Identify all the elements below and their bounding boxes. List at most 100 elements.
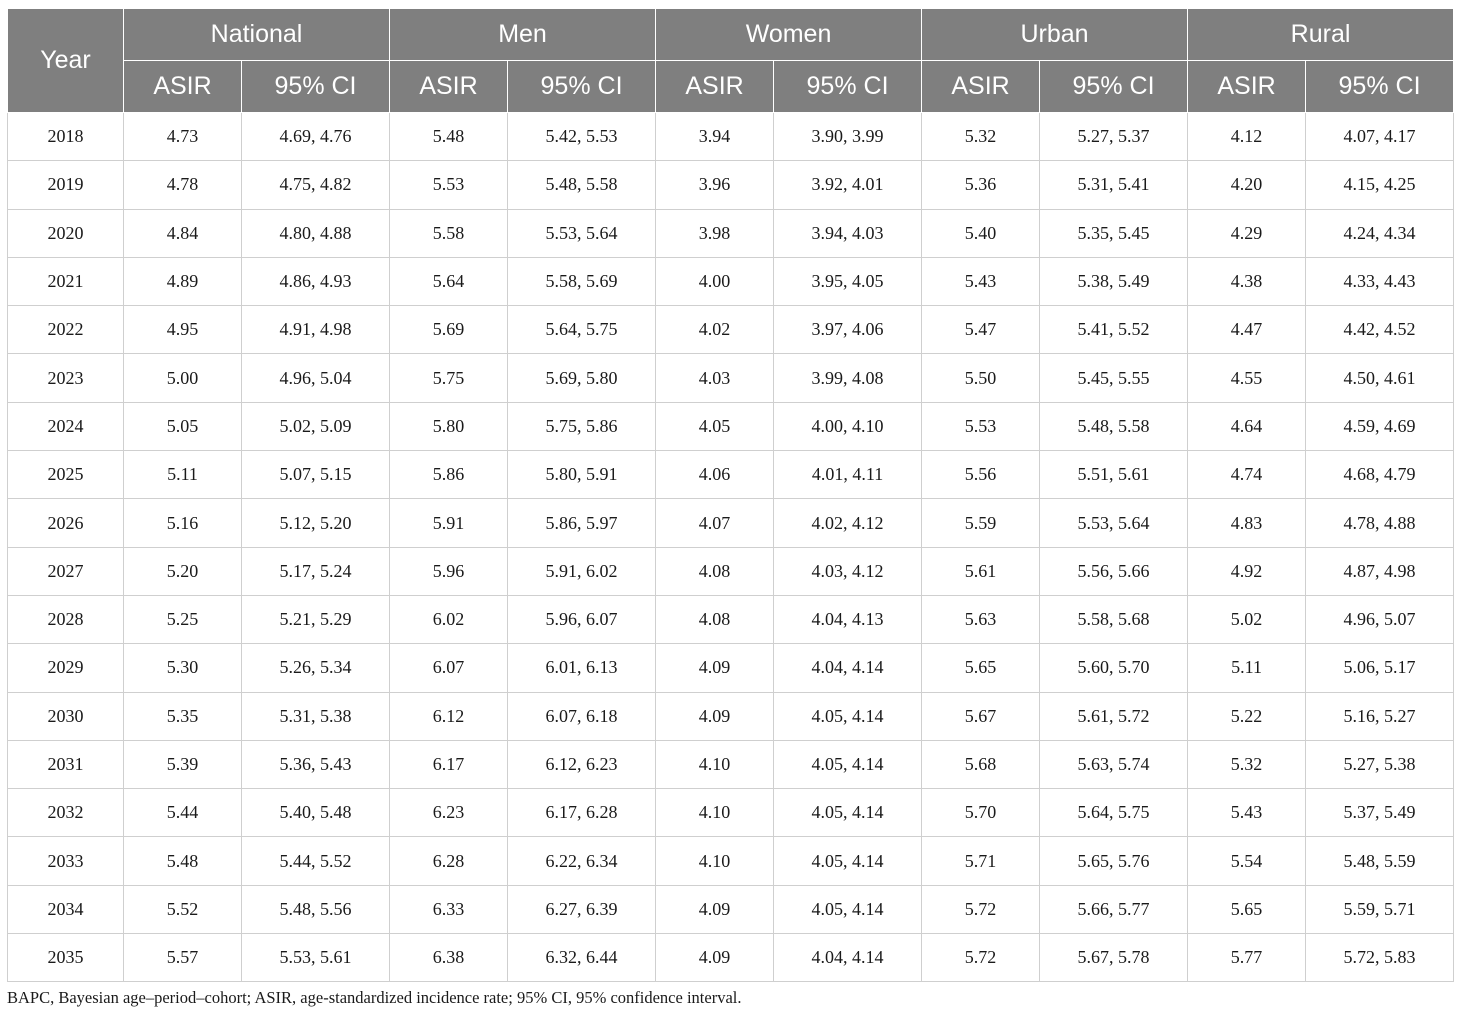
urban-ci-cell: 5.58, 5.68 (1039, 594, 1189, 645)
men-ci-cell: 5.86, 5.97 (507, 498, 657, 548)
urban-ci-cell: 5.31, 5.41 (1039, 160, 1189, 210)
table-row: 2025 5.11 5.07, 5.15 5.86 5.80, 5.91 4.06 4.01… (7, 450, 1455, 500)
rural-asir-cell: 5.54 (1187, 836, 1307, 886)
national-ci-cell: 5.31, 5.38 (240, 691, 391, 741)
urban-asir-cell: 5.72 (921, 884, 1041, 935)
men-asir-cell: 6.02 (389, 594, 509, 645)
national-ci-cell: 4.86, 4.93 (240, 256, 391, 307)
urban-ci-cell: 5.60, 5.70 (1039, 643, 1189, 693)
national-asir-cell: 5.39 (123, 739, 242, 790)
year-cell: 2023 (7, 353, 124, 403)
table-row: 2020 4.84 4.80, 4.88 5.58 5.53, 5.64 3.98 3.94… (7, 208, 1455, 258)
year-cell: 2018 (7, 111, 124, 162)
men-ci-cell: 5.75, 5.86 (507, 401, 657, 452)
year-cell: 2033 (7, 836, 124, 886)
men-ci-cell: 6.17, 6.28 (507, 788, 657, 838)
national-ci-cell: 5.02, 5.09 (240, 401, 391, 452)
rural-asir-cell: 4.38 (1187, 256, 1307, 307)
year-cell: 2026 (7, 498, 124, 548)
national-asir-cell: 4.78 (123, 160, 242, 210)
year-cell: 2035 (7, 933, 124, 983)
year-cell: 2020 (7, 208, 124, 258)
national-ci-cell: 5.48, 5.56 (240, 884, 391, 935)
national-asir-cell: 5.52 (123, 884, 242, 935)
women-asir-cell: 4.10 (655, 836, 775, 886)
urban-ci-cell: 5.45, 5.55 (1039, 353, 1189, 403)
rural-asir-cell: 4.47 (1187, 305, 1307, 355)
rural-ci-cell: 4.87, 4.98 (1305, 546, 1455, 596)
urban-asir-cell: 5.68 (921, 739, 1041, 790)
national-ci-cell: 4.91, 4.98 (240, 305, 391, 355)
year-cell: 2034 (7, 884, 124, 935)
men-ci-cell: 6.32, 6.44 (507, 933, 657, 983)
table-row: 2035 5.57 5.53, 5.61 6.38 6.32, 6.44 4.09 4.04… (7, 933, 1455, 983)
national-asir-cell: 4.89 (123, 256, 242, 307)
table-row: 2023 5.00 4.96, 5.04 5.75 5.69, 5.80 4.03 3.99… (7, 353, 1455, 403)
men-ci-cell: 5.96, 6.07 (507, 594, 657, 645)
header-row-subcolumns: ASIR 95% CI ASIR 95% CI ASIR 95% CI ASIR… (8, 60, 1455, 113)
women-asir-cell: 3.96 (655, 160, 775, 210)
national-ci-cell: 5.17, 5.24 (240, 546, 391, 596)
women-ci-cell: 3.92, 4.01 (773, 160, 923, 210)
data-table-container: Year National Men Women Urban Rural ASIR… (7, 8, 1455, 983)
rural-asir-cell: 5.43 (1187, 788, 1307, 838)
women-ci-cell: 4.05, 4.14 (773, 884, 923, 935)
urban-asir-cell: 5.32 (921, 111, 1041, 162)
asir-forecast-table: Year National Men Women Urban Rural ASIR… (7, 8, 1455, 983)
rural-ci-cell: 4.59, 4.69 (1305, 401, 1455, 452)
national-asir-cell: 5.05 (123, 401, 242, 452)
sub-header-ci: 95% CI (773, 60, 923, 113)
urban-asir-cell: 5.50 (921, 353, 1041, 403)
women-ci-cell: 3.95, 4.05 (773, 256, 923, 307)
rural-ci-cell: 4.50, 4.61 (1305, 353, 1455, 403)
year-cell: 2022 (7, 305, 124, 355)
urban-asir-cell: 5.61 (921, 546, 1041, 596)
table-body: 2018 4.73 4.69, 4.76 5.48 5.42, 5.53 3.94 3.90… (7, 111, 1455, 983)
rural-ci-cell: 4.68, 4.79 (1305, 450, 1455, 500)
rural-ci-cell: 4.15, 4.25 (1305, 160, 1455, 210)
urban-ci-cell: 5.56, 5.66 (1039, 546, 1189, 596)
women-asir-cell: 3.98 (655, 208, 775, 258)
year-column-header: Year (7, 8, 124, 113)
national-ci-cell: 4.96, 5.04 (240, 353, 391, 403)
year-cell: 2024 (7, 401, 124, 452)
women-asir-cell: 4.02 (655, 305, 775, 355)
national-asir-cell: 4.73 (123, 111, 242, 162)
rural-ci-cell: 5.59, 5.71 (1305, 884, 1455, 935)
national-ci-cell: 5.26, 5.34 (240, 643, 391, 693)
rural-asir-cell: 4.55 (1187, 353, 1307, 403)
urban-ci-cell: 5.48, 5.58 (1039, 401, 1189, 452)
national-ci-cell: 5.53, 5.61 (240, 933, 391, 983)
rural-asir-cell: 4.20 (1187, 160, 1307, 210)
women-asir-cell: 4.00 (655, 256, 775, 307)
men-ci-cell: 5.91, 6.02 (507, 546, 657, 596)
year-cell: 2029 (7, 643, 124, 693)
national-asir-cell: 5.16 (123, 498, 242, 548)
national-ci-cell: 5.07, 5.15 (240, 450, 391, 500)
year-cell: 2028 (7, 594, 124, 645)
men-asir-cell: 5.48 (389, 111, 509, 162)
sub-header-ci: 95% CI (507, 60, 657, 113)
sub-header-asir: ASIR (1187, 60, 1307, 113)
women-asir-cell: 4.09 (655, 643, 775, 693)
rural-ci-cell: 4.96, 5.07 (1305, 594, 1455, 645)
women-ci-cell: 4.05, 4.14 (773, 691, 923, 741)
rural-asir-cell: 5.22 (1187, 691, 1307, 741)
urban-ci-cell: 5.61, 5.72 (1039, 691, 1189, 741)
table-footnote: BAPC, Bayesian age–period–cohort; ASIR, … (7, 988, 742, 1007)
table-row: 2019 4.78 4.75, 4.82 5.53 5.48, 5.58 3.96 3.92… (7, 160, 1455, 210)
national-ci-cell: 5.44, 5.52 (240, 836, 391, 886)
rural-ci-cell: 5.27, 5.38 (1305, 739, 1455, 790)
urban-ci-cell: 5.67, 5.78 (1039, 933, 1189, 983)
rural-asir-cell: 4.64 (1187, 401, 1307, 452)
women-asir-cell: 4.07 (655, 498, 775, 548)
men-asir-cell: 5.75 (389, 353, 509, 403)
women-ci-cell: 4.03, 4.12 (773, 546, 923, 596)
year-cell: 2032 (7, 788, 124, 838)
table-row: 2021 4.89 4.86, 4.93 5.64 5.58, 5.69 4.00 3.95… (7, 256, 1455, 307)
women-asir-cell: 4.08 (655, 594, 775, 645)
rural-ci-cell: 5.37, 5.49 (1305, 788, 1455, 838)
national-asir-cell: 4.95 (123, 305, 242, 355)
table-row: 2024 5.05 5.02, 5.09 5.80 5.75, 5.86 4.05 4.00… (7, 401, 1455, 452)
urban-ci-cell: 5.27, 5.37 (1039, 111, 1189, 162)
